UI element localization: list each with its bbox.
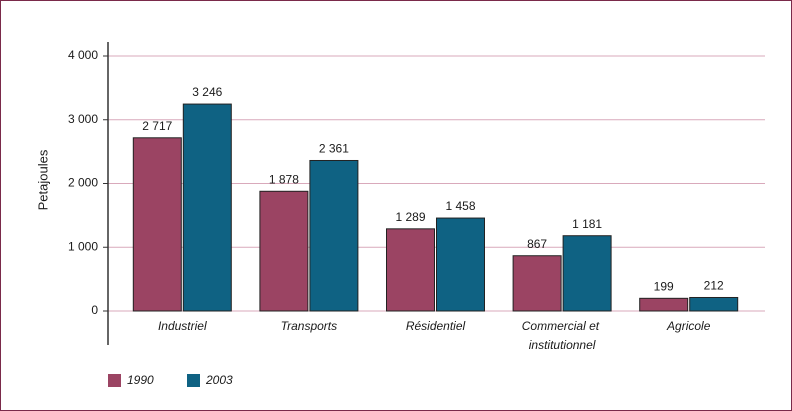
y-tick-label: 0 (91, 303, 98, 317)
bar (309, 159, 359, 312)
bar (386, 228, 435, 312)
value-label: 199 (654, 279, 674, 293)
y-tick-label: 4 000 (68, 48, 98, 62)
x-tick-label: Transports (281, 319, 337, 333)
value-label: 867 (527, 237, 547, 251)
y-tick-label: 3 000 (68, 112, 98, 126)
value-label: 3 246 (192, 85, 222, 99)
bar (182, 103, 232, 312)
y-tick-label: 2 000 (68, 176, 98, 190)
bar (132, 137, 182, 312)
y-axis-title: Petajoules (35, 149, 50, 210)
y-tick-label: 1 000 (68, 239, 98, 253)
legend-swatch (108, 374, 121, 387)
value-label: 1 878 (269, 172, 299, 186)
value-label: 212 (704, 279, 724, 293)
value-label: 2 361 (319, 142, 349, 156)
value-label: 1 289 (395, 210, 425, 224)
value-label: 1 458 (445, 199, 475, 213)
legend-label: 2003 (205, 373, 233, 387)
bar (512, 255, 562, 312)
value-label: 1 181 (572, 217, 602, 231)
x-tick-label: Commercial et institutionnel (522, 319, 603, 352)
x-tick-label: Agricole (666, 319, 711, 333)
bar (259, 190, 309, 312)
value-label: 2 717 (142, 119, 172, 133)
bar (689, 296, 739, 312)
bar (436, 217, 485, 312)
x-tick-label: Résidentiel (406, 319, 466, 333)
bar (639, 297, 689, 312)
legend-label: 1990 (127, 373, 154, 387)
bar (562, 235, 612, 312)
legend-swatch (187, 374, 200, 387)
x-tick-label: Industriel (158, 319, 207, 333)
